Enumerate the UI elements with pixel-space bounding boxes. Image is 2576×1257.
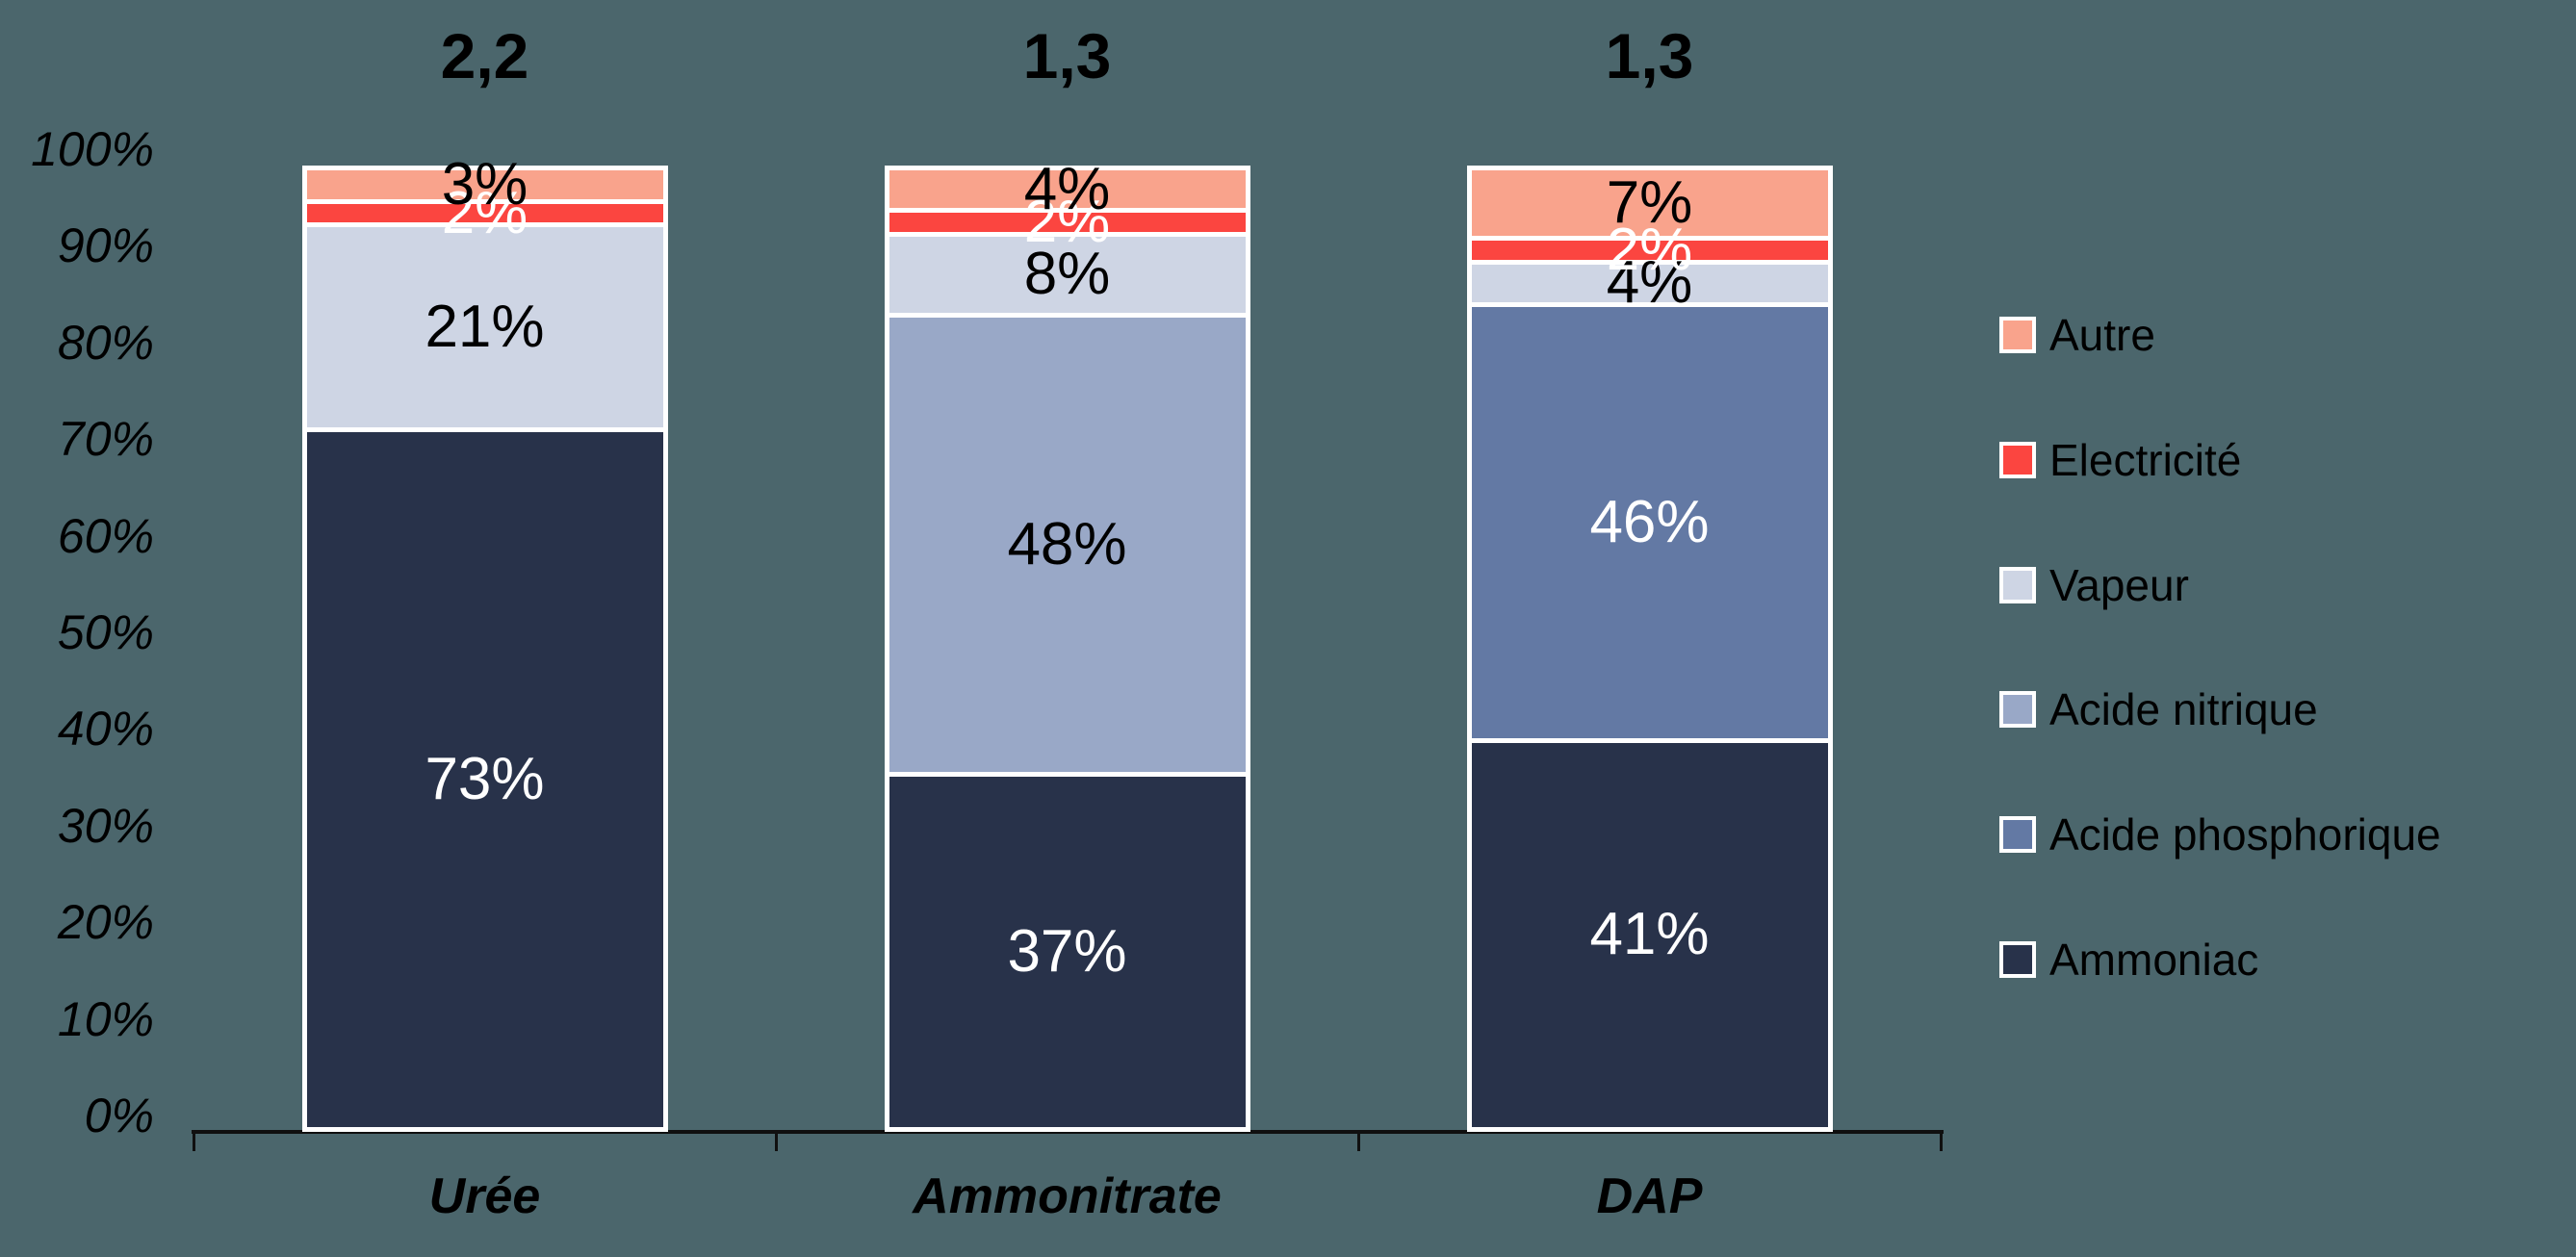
bar-segment-vapeur: 8% — [889, 232, 1246, 313]
segment-value-label: 73% — [425, 746, 545, 813]
x-category-label: Urée — [428, 1168, 541, 1224]
legend-swatch-icon — [1999, 691, 2036, 728]
bar-urée: 3% 2% 21% 73% — [301, 154, 668, 1132]
segment-value-label: 8% — [1023, 241, 1111, 308]
segment-value-label: 2% — [1023, 189, 1111, 256]
y-axis-tick-label: 80% — [57, 315, 154, 370]
legend-item-label: Electricité — [2049, 435, 2242, 485]
legend-item-label: Autre — [2049, 310, 2155, 360]
legend-item: Acide nitrique — [1999, 675, 2318, 744]
y-axis-tick-label: 20% — [57, 895, 154, 950]
segment-value-label: 4% — [1606, 249, 1693, 317]
bar-segment-electricité: 2% — [306, 183, 663, 243]
segment-value-label: 7% — [1606, 169, 1693, 237]
bar-segment-electricité: 2% — [1471, 219, 1828, 279]
segment-value-label: 3% — [441, 150, 528, 218]
x-axis-tick-mark — [1357, 1132, 1360, 1151]
legend-item-label: Acide phosphorique — [2049, 809, 2441, 859]
y-axis-tick-label: 10% — [57, 991, 154, 1046]
bar-total-label: 1,3 — [1022, 20, 1112, 91]
bar-segment-electricité: 2% — [889, 192, 1246, 252]
segment-value-label: 46% — [1589, 488, 1710, 555]
legend-item: Electricité — [1999, 425, 2241, 495]
bar-segment-vapeur: 4% — [1471, 253, 1828, 313]
y-axis-tick-label: 90% — [57, 218, 154, 273]
legend-item: Autre — [1999, 300, 2155, 370]
legend-item-label: Acide nitrique — [2049, 684, 2318, 734]
legend-swatch-icon — [1999, 816, 2036, 853]
bar-segment-ammoniac: 37% — [889, 771, 1246, 1127]
bar-ammonitrate: 4% 2% 8% 48% 37% — [884, 159, 1250, 1132]
y-axis-tick-label: 50% — [57, 605, 154, 659]
legend-item: Ammoniac — [1999, 925, 2258, 994]
bar-segment-acide-phosphorique: 46% — [1471, 301, 1828, 738]
segment-value-label: 2% — [1606, 216, 1693, 283]
legend-swatch-icon — [1999, 317, 2036, 353]
x-axis-tick-mark — [1940, 1132, 1943, 1151]
bar-segment-autre: 4% — [889, 159, 1246, 218]
y-axis-tick-label: 40% — [57, 702, 154, 757]
legend-swatch-icon — [1999, 567, 2036, 603]
bar-segment-ammoniac: 73% — [306, 427, 663, 1128]
bar-segment-ammoniac: 41% — [1471, 737, 1828, 1128]
segment-value-label: 21% — [425, 294, 545, 361]
segment-value-label: 37% — [1007, 917, 1127, 985]
legend-item: Acide phosphorique — [1999, 800, 2441, 869]
x-axis-tick-mark — [193, 1132, 195, 1151]
y-axis-tick-label: 100% — [31, 122, 154, 176]
segment-value-label: 48% — [1007, 510, 1127, 577]
x-category-label: DAP — [1596, 1168, 1703, 1224]
bar-total-label: 1,3 — [1605, 20, 1694, 91]
x-axis-line — [192, 1130, 1944, 1134]
y-axis-tick-label: 0% — [84, 1089, 154, 1142]
bar-segment-autre: 3% — [306, 154, 663, 214]
bar-segment-vapeur: 21% — [306, 222, 663, 428]
bar-total-label: 2,2 — [440, 20, 529, 91]
legend-item: Vapeur — [1999, 551, 2189, 620]
y-axis-tick-label: 70% — [57, 412, 154, 467]
y-axis-tick-label: 60% — [57, 508, 154, 563]
x-axis-tick-mark — [775, 1132, 778, 1151]
segment-value-label: 2% — [441, 179, 528, 246]
legend-swatch-icon — [1999, 442, 2036, 478]
segment-value-label: 4% — [1023, 155, 1111, 222]
legend-swatch-icon — [1999, 941, 2036, 978]
y-axis-tick-label: 30% — [57, 798, 154, 853]
legend-item-label: Ammoniac — [2049, 935, 2259, 985]
bar-segment-acide-nitrique: 48% — [889, 312, 1246, 772]
bar-segment-autre: 7% — [1471, 170, 1828, 237]
segment-value-label: 41% — [1589, 901, 1710, 968]
legend-item-label: Vapeur — [2049, 560, 2189, 610]
bar-dap: 7% 2% 4% 46% 41% — [1466, 166, 1833, 1132]
x-category-label: Ammonitrate — [913, 1168, 1222, 1224]
